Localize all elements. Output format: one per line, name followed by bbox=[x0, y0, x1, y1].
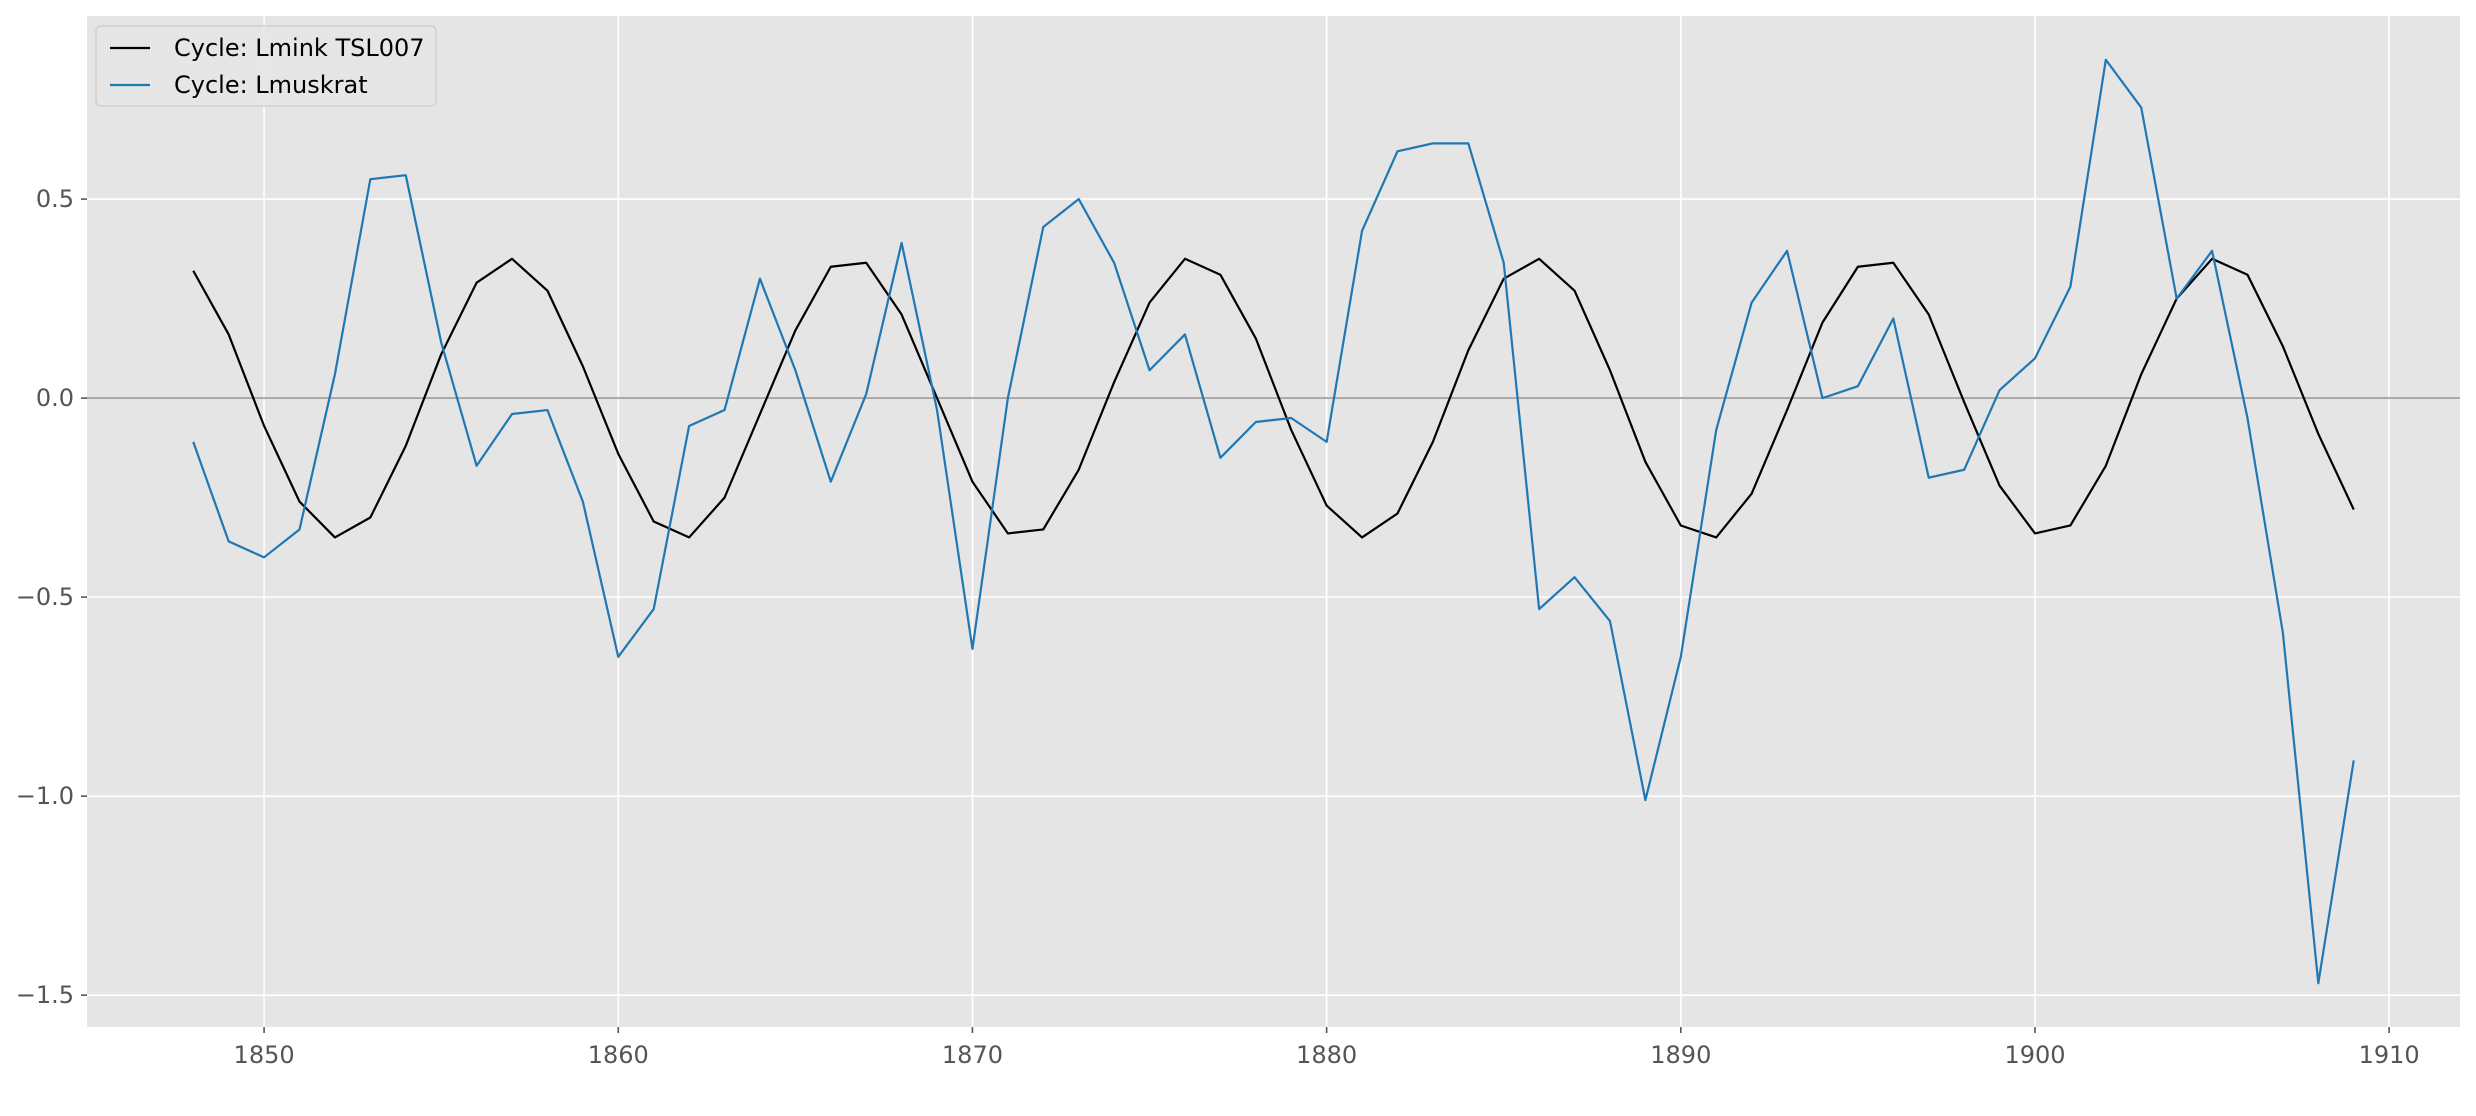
x-tick-label: 1890 bbox=[1650, 1041, 1711, 1069]
legend-box bbox=[95, 25, 437, 107]
x-tick-label: 1900 bbox=[2004, 1041, 2065, 1069]
plot-area bbox=[87, 16, 2460, 1027]
x-tick-label: 1870 bbox=[942, 1041, 1003, 1069]
series-line-lmuskrat[interactable] bbox=[192, 58, 2355, 985]
x-tick-label: 1850 bbox=[234, 1041, 295, 1069]
x-tick-label: 1910 bbox=[2359, 1041, 2420, 1069]
series-line-lmink[interactable] bbox=[192, 257, 2355, 539]
y-tick-label: 0.5 bbox=[36, 185, 74, 213]
y-tick-label: 0.0 bbox=[36, 384, 74, 412]
y-tick-label: −1.5 bbox=[16, 981, 74, 1009]
x-tick-label: 1860 bbox=[588, 1041, 649, 1069]
x-tick-label: 1880 bbox=[1296, 1041, 1357, 1069]
y-tick-label: −0.5 bbox=[16, 583, 74, 611]
legend-label: Cycle: Lmuskrat bbox=[174, 71, 368, 99]
legend-label: Cycle: Lmink TSL007 bbox=[174, 34, 425, 62]
y-tick-label: −1.0 bbox=[16, 782, 74, 810]
